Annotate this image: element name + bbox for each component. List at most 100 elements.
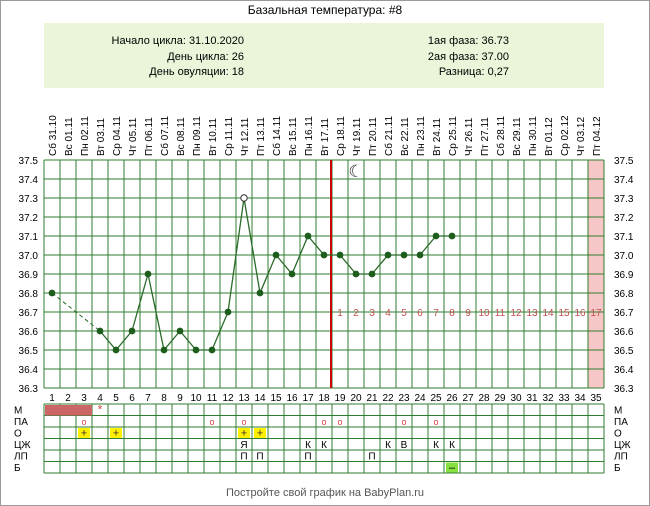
day-number: 13 [238,393,250,404]
lp-mark: П [240,452,247,463]
o-plus-mark: + [81,428,87,440]
date-label: Ср 25.11 [448,116,459,156]
data-point [368,270,376,278]
data-point [400,251,408,259]
phase2-value: 37.00 [481,50,509,63]
o-plus-mark: + [113,428,119,440]
day-number: 34 [574,393,586,404]
day-number: 33 [558,393,570,404]
day-number: 6 [129,393,135,404]
date-label: Пн 02.11 [80,116,91,156]
data-point [272,251,280,259]
day-number: 24 [414,393,426,404]
date-label: Вт 03.11 [96,118,107,156]
date-label: Пн 16.11 [304,116,315,156]
luteal-day-number: 1 [337,308,343,319]
table-row-label-right: Б [614,463,621,474]
data-point [96,327,104,335]
y-tick-left: 37.0 [19,251,39,262]
date-label: Чт 19.11 [352,117,363,156]
date-label: Пт 13.11 [256,117,267,156]
y-tick-right: 36.9 [614,270,634,281]
cz-mark: Я [240,440,247,451]
luteal-day-number: 3 [369,308,375,319]
day-number: 27 [462,393,474,404]
date-label: Чт 12.11 [240,117,251,156]
o-plus-box [110,428,122,438]
y-tick-left: 37.4 [19,175,39,186]
luteal-day-number: 12 [510,308,522,319]
ovulation-day-value: 18 [231,66,244,78]
table-row-label-left: М [14,406,22,417]
menses-star: * [98,403,103,417]
y-tick-left: 36.5 [19,346,39,357]
day-number: 28 [478,393,490,404]
phase2-label: 2ая фаза: [427,50,479,63]
date-label: Вт 24.11 [432,118,443,156]
date-label: Пн 23.11 [416,116,427,156]
date-label: Ср 18.11 [336,116,347,156]
table-row-label-left: Б [14,463,21,474]
table-row-label-right: ЦЖ [614,440,631,451]
info-panel: Начало цикла: 31.10.2020 День цикла: 26 … [44,23,604,88]
day-number: 1 [49,393,55,404]
day-number: 22 [382,393,394,404]
y-tick-left: 36.6 [19,327,39,338]
date-label: Сб 07.11 [159,116,171,156]
y-tick-left: 36.7 [19,308,39,319]
cycle-start-label: Начало цикла: [111,35,186,47]
data-point [128,327,136,335]
day-number: 21 [366,393,378,404]
date-label: Вс 08.11 [176,117,187,156]
y-tick-left: 37.1 [19,232,39,243]
y-tick-right: 36.5 [614,346,634,357]
o-plus-box [254,428,266,438]
day-number: 2 [65,393,71,404]
luteal-day-number: 11 [495,308,506,319]
luteal-day-number: 6 [417,308,423,319]
info-right: 1ая фаза: 36.73 2ая фаза: 37.00 Разница:… [389,34,509,81]
y-tick-left: 36.4 [19,365,39,376]
table-row-label-left: ЛП [14,452,28,463]
day-number: 35 [590,393,602,404]
data-point [192,346,200,354]
table-row-label-left: ЦЖ [14,440,31,451]
lp-mark: П [304,452,311,463]
luteal-day-number: 5 [401,308,407,319]
footer-credit: Постройте свой график на BabyPlan.ru [225,487,425,499]
day-number: 10 [190,393,202,404]
date-label: Пн 30.11 [528,116,539,156]
date-label: Вт 01.12 [544,117,555,156]
day-number: 18 [318,393,330,404]
day-number: 5 [113,393,119,404]
luteal-day-number: 8 [449,308,455,319]
y-tick-left: 37.5 [19,156,39,167]
o-plus-box [78,428,90,438]
b-minus-mark: – [449,462,456,474]
cycle-day-value: 26 [231,50,244,63]
y-tick-left: 37.3 [19,194,39,205]
day-number: 19 [334,393,346,404]
y-tick-right: 36.7 [614,308,634,319]
luteal-day-number: 16 [574,308,586,319]
y-tick-right: 37.4 [614,175,634,186]
data-point [432,232,440,240]
table-row-label-right: О [614,429,622,440]
y-tick-right: 36.6 [614,327,634,338]
data-point [288,270,296,278]
o-plus-mark: + [257,428,263,440]
date-label: Ср 02.12 [560,115,571,156]
cz-mark: В [401,440,408,451]
data-point [208,346,216,354]
o-plus-mark: + [241,428,247,440]
luteal-day-number: 13 [526,308,538,319]
data-point [256,289,264,297]
y-tick-left: 37.2 [19,213,39,224]
day-number: 20 [350,393,362,404]
day-number: 31 [526,393,538,404]
cycle-day-label: День цикла: [167,50,229,63]
difference-label: Разница: [438,66,485,78]
date-label: Сб 28.11 [495,116,507,156]
pa-mark: о [337,417,342,427]
